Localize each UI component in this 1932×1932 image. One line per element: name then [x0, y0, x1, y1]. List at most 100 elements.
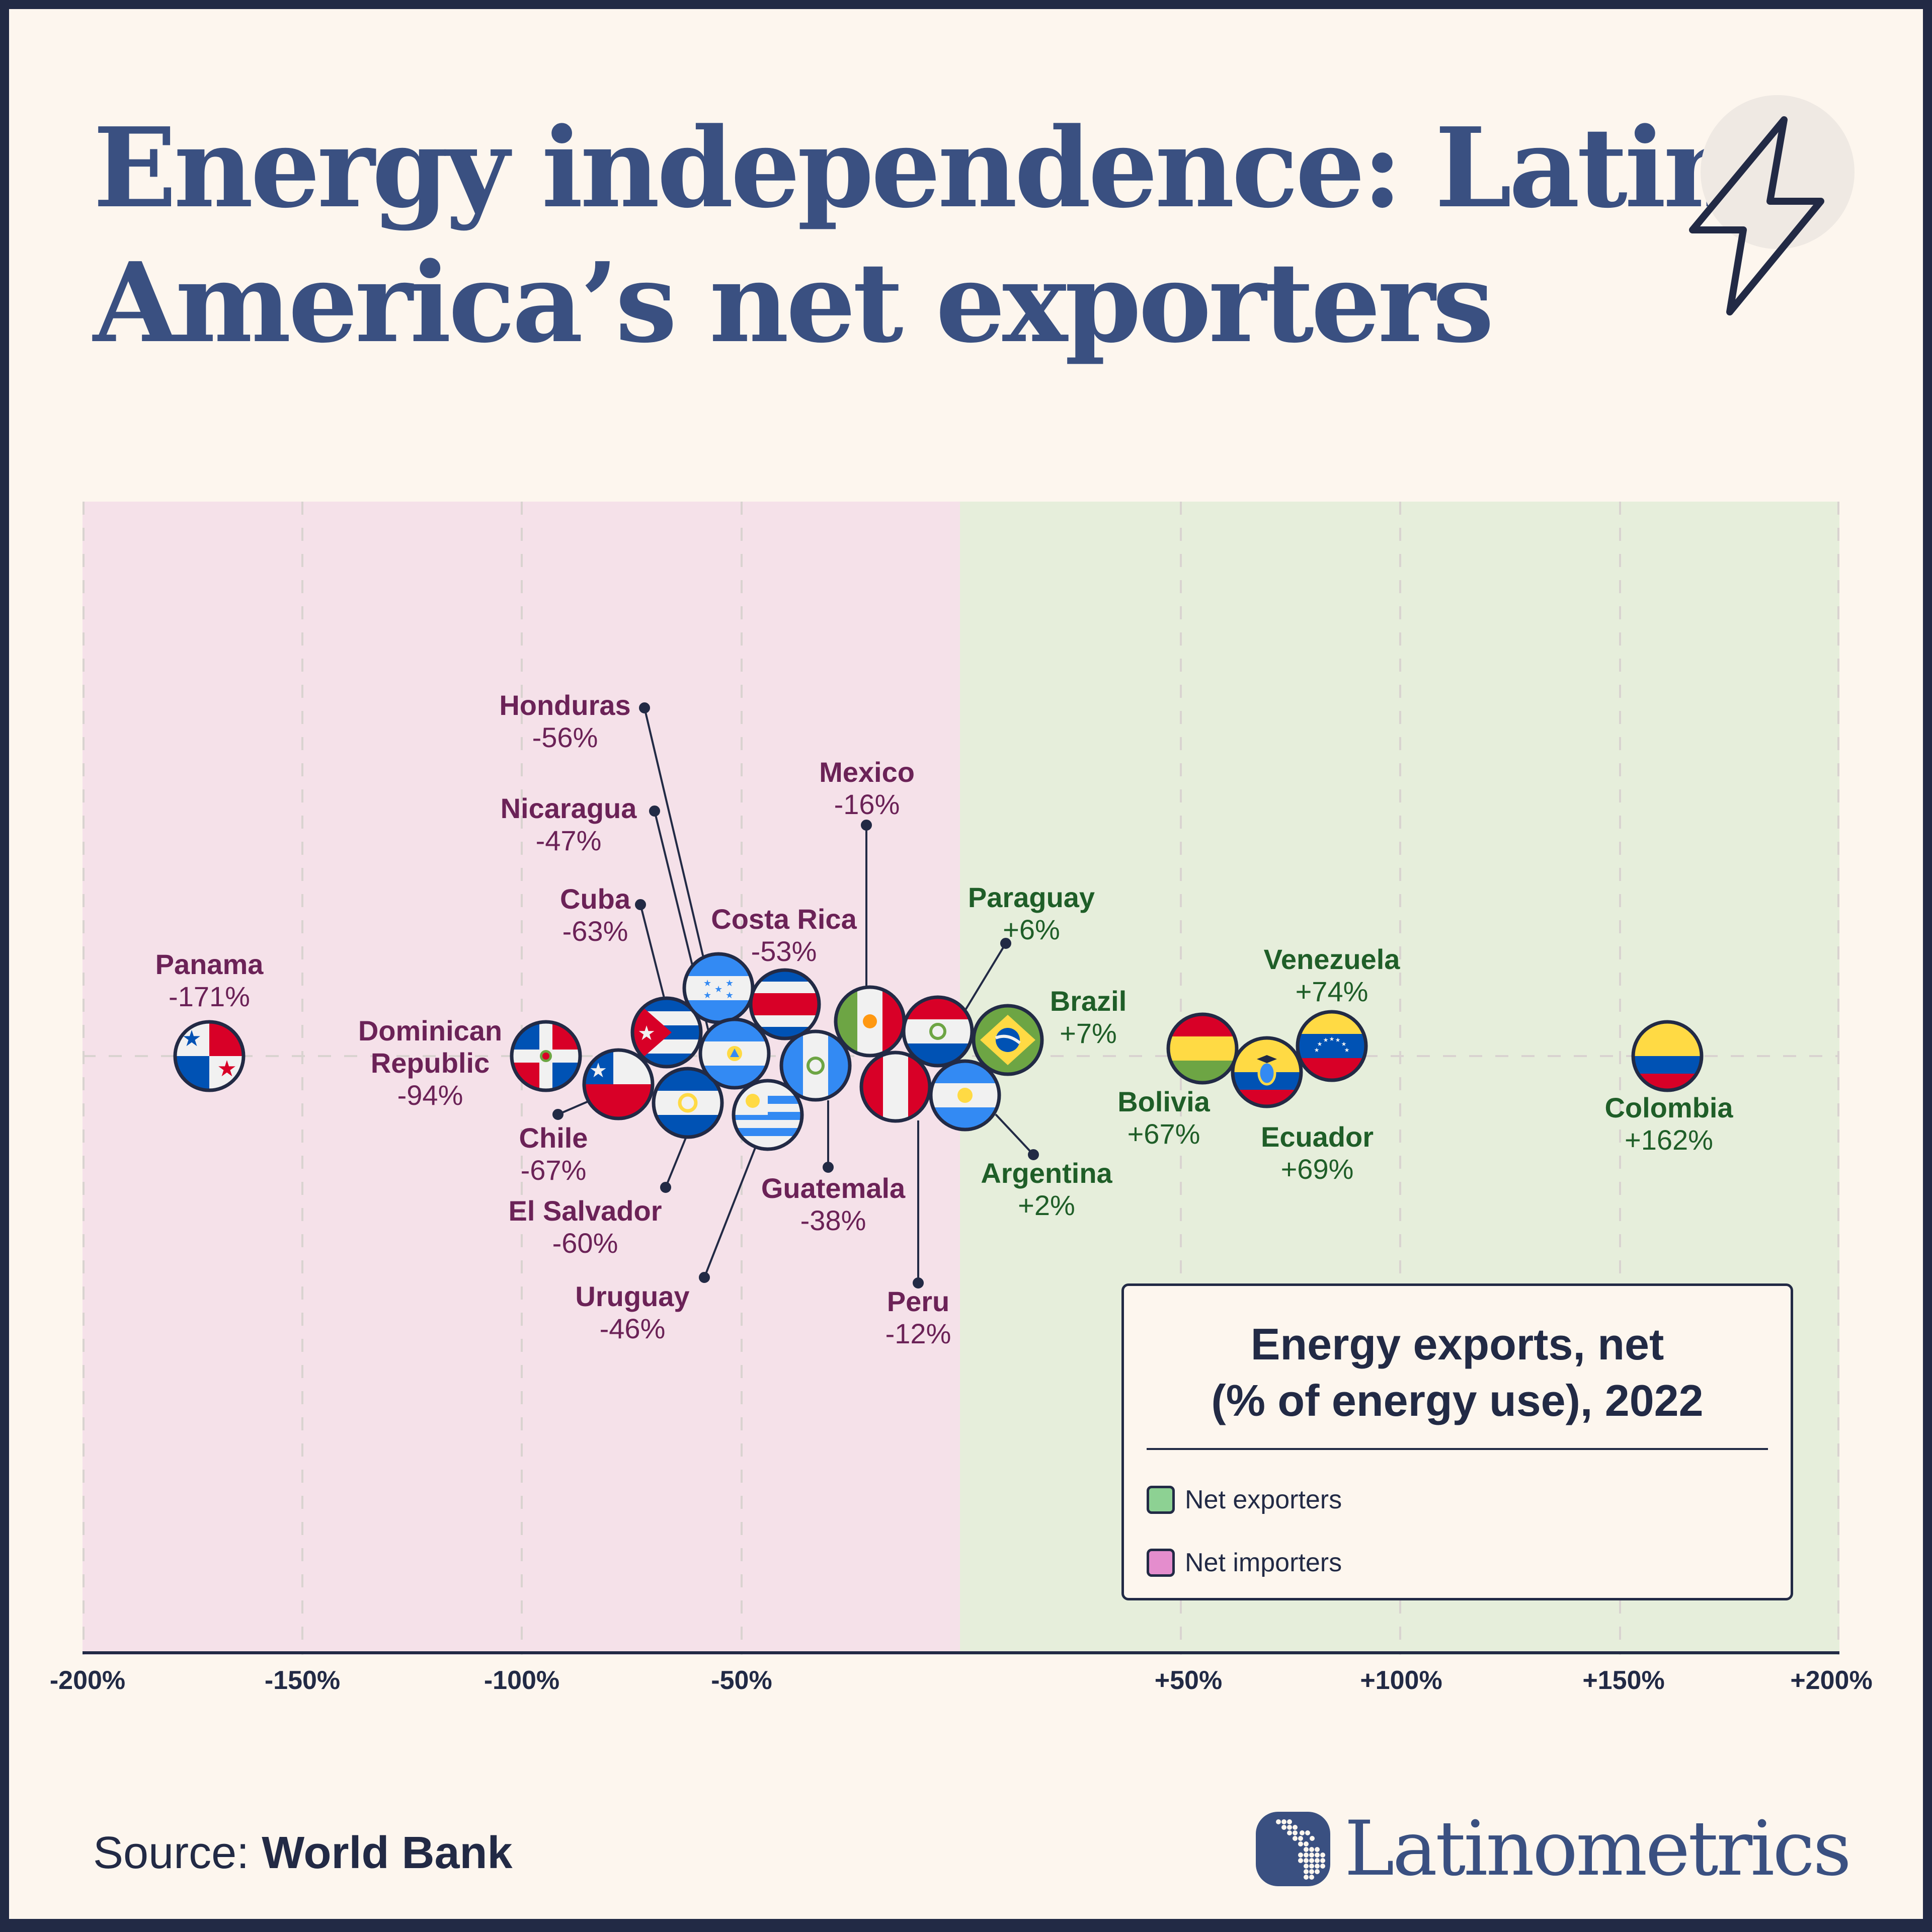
x-tick-label: -50%: [711, 1666, 772, 1695]
source-prefix: Source:: [93, 1828, 250, 1878]
label-ecuador: Ecuador +69%: [1261, 1121, 1374, 1185]
svg-text:★: ★: [1317, 1040, 1323, 1048]
title-line-1: Energy independence: Latin: [93, 104, 1743, 232]
label-el-salvador: El Salvador -60%: [508, 1195, 662, 1259]
flag-uruguay: [732, 1079, 804, 1151]
svg-text:★: ★: [703, 978, 711, 988]
chart-svg: ★ ★ ★: [83, 502, 1839, 1655]
country-name: Argentina: [981, 1157, 1112, 1189]
country-value: +74%: [1295, 976, 1369, 1007]
legend-swatch-exporters: [1147, 1486, 1175, 1514]
x-tick-label: -100%: [484, 1666, 560, 1695]
label-panama: Panama -171%: [155, 948, 264, 1013]
country-value: +7%: [1060, 1017, 1117, 1049]
title-line-2: America’s net exporters: [93, 238, 1494, 367]
country-name: Venezuela: [1263, 943, 1400, 975]
latin-america-map-icon: [1256, 1812, 1330, 1886]
legend-item-net-exporters: Net exporters: [1147, 1485, 1342, 1515]
country-name: Costa Rica: [711, 903, 857, 935]
country-name: Paraguay: [968, 881, 1095, 913]
label-bolivia: Bolivia +67%: [1117, 1086, 1210, 1150]
country-name: Nicaragua: [500, 792, 637, 824]
country-name-line1: Dominican: [358, 1015, 503, 1046]
country-name: El Salvador: [508, 1195, 662, 1227]
flag-chile: ★: [582, 1048, 655, 1120]
svg-text:★: ★: [637, 1022, 656, 1044]
country-value: -67%: [520, 1154, 587, 1186]
country-value: -12%: [885, 1318, 951, 1349]
country-value: -56%: [532, 721, 598, 753]
label-cuba: Cuba -63%: [560, 883, 630, 947]
label-argentina: Argentina +2%: [981, 1157, 1112, 1222]
svg-text:★: ★: [714, 984, 722, 994]
country-value: -63%: [562, 915, 628, 947]
chart-legend: Energy exports, net (% of energy use), 2…: [1121, 1283, 1793, 1600]
svg-text:★: ★: [1344, 1046, 1350, 1054]
x-tick-label: +100%: [1360, 1666, 1442, 1695]
chart-plot-area: ★ ★ ★: [83, 502, 1839, 1655]
lightning-bolt-icon: [1689, 95, 1855, 315]
flag-panama: ★ ★: [173, 1020, 246, 1092]
country-value: -38%: [800, 1204, 866, 1236]
country-name: Brazil: [1050, 985, 1127, 1017]
svg-text:★: ★: [1314, 1046, 1320, 1054]
country-value: +2%: [1018, 1189, 1075, 1221]
brand-logo: Latinometrics: [1256, 1805, 1852, 1893]
source-note: Source: World Bank: [93, 1827, 513, 1879]
label-honduras: Honduras -56%: [499, 689, 630, 754]
country-value: -60%: [552, 1227, 618, 1259]
country-value: -53%: [751, 935, 817, 967]
country-name: Bolivia: [1117, 1086, 1210, 1117]
source-name: World Bank: [262, 1828, 513, 1878]
label-peru: Peru -12%: [886, 1285, 951, 1350]
country-value: -46%: [599, 1313, 666, 1344]
legend-swatch-importers: [1147, 1549, 1175, 1577]
svg-text:★: ★: [726, 978, 734, 988]
flag-cuba: ★: [630, 996, 703, 1069]
flag-paraguay: [902, 995, 974, 1068]
flag-brazil: [972, 1004, 1044, 1076]
label-brazil: Brazil +7%: [1050, 985, 1127, 1050]
flag-colombia: [1631, 1020, 1704, 1092]
country-value: -171%: [169, 981, 250, 1012]
brand-name: Latinometrics: [1344, 1805, 1852, 1893]
country-name: Ecuador: [1260, 1121, 1374, 1153]
legend-label: Net exporters: [1185, 1485, 1342, 1514]
label-costa-rica: Costa Rica -53%: [711, 903, 856, 968]
country-name: Cuba: [560, 883, 630, 915]
country-value: -16%: [834, 788, 900, 820]
country-name: Guatemala: [761, 1172, 906, 1204]
label-nicaragua: Nicaragua -47%: [501, 792, 637, 857]
label-mexico: Mexico -16%: [819, 756, 915, 821]
country-name: Honduras: [499, 689, 631, 721]
page-title: Energy independence: Latin America’s net…: [93, 101, 1743, 370]
svg-text:★: ★: [1341, 1040, 1347, 1048]
country-name: Uruguay: [575, 1280, 690, 1312]
flag-venezuela: ★★★ ★ ★★★: [1296, 1010, 1368, 1082]
flag-nicaragua: [698, 1017, 771, 1090]
country-name: Peru: [887, 1285, 950, 1317]
legend-title-line1: Energy exports, net: [1250, 1319, 1664, 1369]
legend-divider: [1147, 1448, 1768, 1450]
svg-text:★: ★: [217, 1057, 236, 1081]
flag-dominican-republic: [510, 1020, 582, 1092]
svg-text:★: ★: [1329, 1035, 1335, 1042]
x-tick-label: +50%: [1154, 1666, 1223, 1695]
flag-argentina: [929, 1059, 1001, 1132]
label-chile: Chile -67%: [519, 1122, 588, 1186]
country-name: Chile: [519, 1122, 588, 1154]
country-value: +162%: [1625, 1124, 1713, 1156]
svg-text:★: ★: [726, 990, 734, 1000]
country-value: +67%: [1127, 1118, 1200, 1150]
flag-mexico: [834, 985, 906, 1058]
legend-title-line2: (% of energy use), 2022: [1211, 1376, 1704, 1425]
country-value: +69%: [1280, 1153, 1354, 1185]
country-name: Mexico: [819, 756, 915, 788]
flag-costa-rica: [749, 968, 821, 1040]
svg-text:★: ★: [1323, 1036, 1329, 1043]
flag-ecuador: [1231, 1036, 1303, 1108]
country-value: -47%: [535, 825, 602, 856]
svg-text:★: ★: [1335, 1036, 1341, 1043]
country-name: Colombia: [1604, 1092, 1733, 1123]
country-name: Panama: [155, 948, 264, 980]
